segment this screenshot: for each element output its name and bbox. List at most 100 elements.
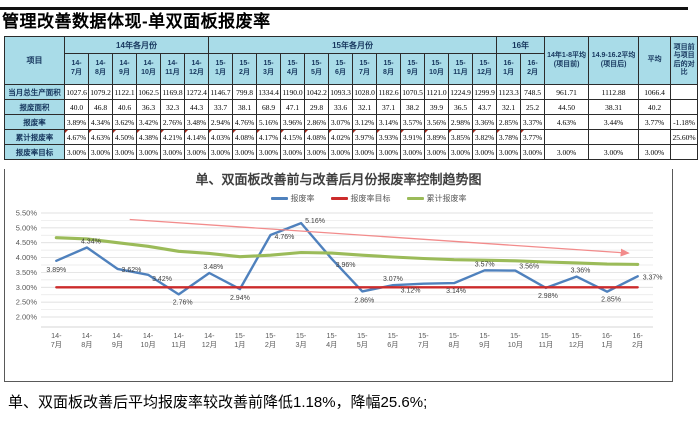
- table-cell[interactable]: 4.67%: [64, 129, 89, 145]
- table-cell[interactable]: 4.34%: [88, 114, 113, 130]
- table-cell[interactable]: 1190.0: [280, 84, 305, 100]
- month-header-0[interactable]: 14- 7月: [64, 53, 89, 85]
- table-cell[interactable]: 3.00%: [424, 144, 449, 160]
- table-cell[interactable]: 1224.9: [448, 84, 473, 100]
- summary-header-1[interactable]: 14.9-16.2平均(项目后): [588, 36, 640, 85]
- table-cell[interactable]: 3.00%: [304, 144, 329, 160]
- summary-header-2[interactable]: 平均: [638, 36, 672, 85]
- month-header-11[interactable]: 15- 6月: [328, 53, 353, 85]
- table-cell[interactable]: 3.00%: [328, 144, 353, 160]
- table-cell[interactable]: 3.00%: [376, 144, 401, 160]
- month-header-9[interactable]: 15- 4月: [280, 53, 305, 85]
- table-cell[interactable]: 3.00%: [184, 144, 209, 160]
- table-cell[interactable]: 1334.4: [256, 84, 281, 100]
- table-cell[interactable]: 3.77%: [520, 129, 546, 145]
- table-cell[interactable]: 1146.7: [208, 84, 233, 100]
- table-cell[interactable]: 4.21%: [160, 129, 185, 145]
- table-cell[interactable]: 748.5: [520, 84, 546, 100]
- table-cell[interactable]: [544, 129, 590, 145]
- table-cell[interactable]: 2.98%: [448, 114, 473, 130]
- table-cell[interactable]: 1182.6: [376, 84, 401, 100]
- month-header-10[interactable]: 15- 5月: [304, 53, 329, 85]
- table-cell[interactable]: 3.00%: [544, 144, 590, 160]
- table-cell[interactable]: -1.18%: [670, 114, 699, 130]
- table-cell[interactable]: 3.00%: [256, 144, 281, 160]
- table-cell[interactable]: 47.1: [280, 99, 305, 115]
- table-cell[interactable]: 799.8: [232, 84, 257, 100]
- table-cell[interactable]: 3.00%: [400, 144, 425, 160]
- month-header-18[interactable]: 16- 1月: [496, 53, 522, 85]
- table-cell[interactable]: 961.71: [544, 84, 590, 100]
- table-cell[interactable]: 3.48%: [184, 114, 209, 130]
- table-cell[interactable]: [670, 99, 699, 115]
- year-group-header-0[interactable]: 14年各月份: [64, 36, 209, 54]
- table-cell[interactable]: 1272.4: [184, 84, 209, 100]
- table-cell[interactable]: 32.1: [352, 99, 377, 115]
- table-cell[interactable]: 3.00%: [588, 144, 640, 160]
- table-cell[interactable]: 4.63%: [88, 129, 113, 145]
- table-cell[interactable]: 4.08%: [232, 129, 257, 145]
- table-cell[interactable]: 40.2: [638, 99, 672, 115]
- table-cell[interactable]: 3.37%: [520, 114, 546, 130]
- table-cell[interactable]: 44.3: [184, 99, 209, 115]
- month-header-19[interactable]: 16- 2月: [520, 53, 546, 85]
- month-header-13[interactable]: 15- 8月: [376, 53, 401, 85]
- table-cell[interactable]: 4.38%: [136, 129, 161, 145]
- year-group-header-2[interactable]: 16年: [496, 36, 546, 54]
- month-header-14[interactable]: 15- 9月: [400, 53, 425, 85]
- month-header-4[interactable]: 14- 11月: [160, 53, 185, 85]
- table-cell[interactable]: 43.7: [471, 99, 498, 115]
- table-cell[interactable]: 3.91%: [400, 129, 425, 145]
- table-cell[interactable]: 38.31: [588, 99, 640, 115]
- month-header-8[interactable]: 15- 3月: [256, 53, 281, 85]
- corner-header[interactable]: 项目: [4, 36, 65, 85]
- row-header-4[interactable]: 报废率目标: [4, 144, 65, 160]
- table-cell[interactable]: 4.02%: [328, 129, 353, 145]
- table-cell[interactable]: 3.62%: [112, 114, 137, 130]
- month-header-7[interactable]: 15- 2月: [232, 53, 257, 85]
- table-cell[interactable]: 1121.0: [424, 84, 449, 100]
- table-cell[interactable]: 39.9: [424, 99, 449, 115]
- table-cell[interactable]: 3.00%: [280, 144, 305, 160]
- table-cell[interactable]: 3.00%: [520, 144, 546, 160]
- table-cell[interactable]: 1066.4: [638, 84, 672, 100]
- table-cell[interactable]: 3.57%: [400, 114, 425, 130]
- table-cell[interactable]: 3.00%: [112, 144, 137, 160]
- year-group-header-1[interactable]: 15年各月份: [207, 36, 498, 54]
- table-cell[interactable]: 37.1: [376, 99, 401, 115]
- table-cell[interactable]: 46.8: [88, 99, 113, 115]
- table-cell[interactable]: 1123.3: [496, 84, 522, 100]
- table-cell[interactable]: 1112.88: [588, 84, 640, 100]
- table-cell[interactable]: 1299.9: [471, 84, 498, 100]
- table-cell[interactable]: 44.50: [544, 99, 590, 115]
- row-header-0[interactable]: 当月总生产面积: [4, 84, 65, 100]
- table-cell[interactable]: 2.94%: [208, 114, 233, 130]
- month-header-15[interactable]: 15- 10月: [424, 53, 449, 85]
- table-cell[interactable]: 1028.0: [352, 84, 377, 100]
- table-cell[interactable]: 25.2: [520, 99, 546, 115]
- table-cell[interactable]: 3.00%: [638, 144, 672, 160]
- table-cell[interactable]: 1079.2: [88, 84, 113, 100]
- table-cell[interactable]: 38.2: [400, 99, 425, 115]
- table-cell[interactable]: 3.97%: [352, 129, 377, 145]
- table-cell[interactable]: 3.00%: [160, 144, 185, 160]
- table-cell[interactable]: 2.76%: [160, 114, 185, 130]
- table-cell[interactable]: 1093.3: [328, 84, 353, 100]
- legend-item-scrap-rate[interactable]: 报废率: [270, 193, 315, 204]
- table-cell[interactable]: 3.42%: [136, 114, 161, 130]
- table-cell[interactable]: 3.82%: [471, 129, 498, 145]
- table-cell[interactable]: 3.00%: [496, 144, 522, 160]
- month-header-16[interactable]: 15- 11月: [448, 53, 473, 85]
- summary-header-3[interactable]: 项目前与项目后的对比: [670, 36, 699, 85]
- table-cell[interactable]: [670, 84, 699, 100]
- table-cell[interactable]: 3.00%: [88, 144, 113, 160]
- month-header-2[interactable]: 14- 9月: [112, 53, 137, 85]
- table-cell[interactable]: 40.6: [112, 99, 137, 115]
- table-cell[interactable]: 38.1: [232, 99, 257, 115]
- table-cell[interactable]: 29.8: [304, 99, 329, 115]
- month-header-5[interactable]: 14- 12月: [184, 53, 209, 85]
- table-cell[interactable]: 3.89%: [424, 129, 449, 145]
- table-cell[interactable]: 32.1: [496, 99, 522, 115]
- table-cell[interactable]: 2.86%: [304, 114, 329, 130]
- table-cell[interactable]: 3.78%: [496, 129, 522, 145]
